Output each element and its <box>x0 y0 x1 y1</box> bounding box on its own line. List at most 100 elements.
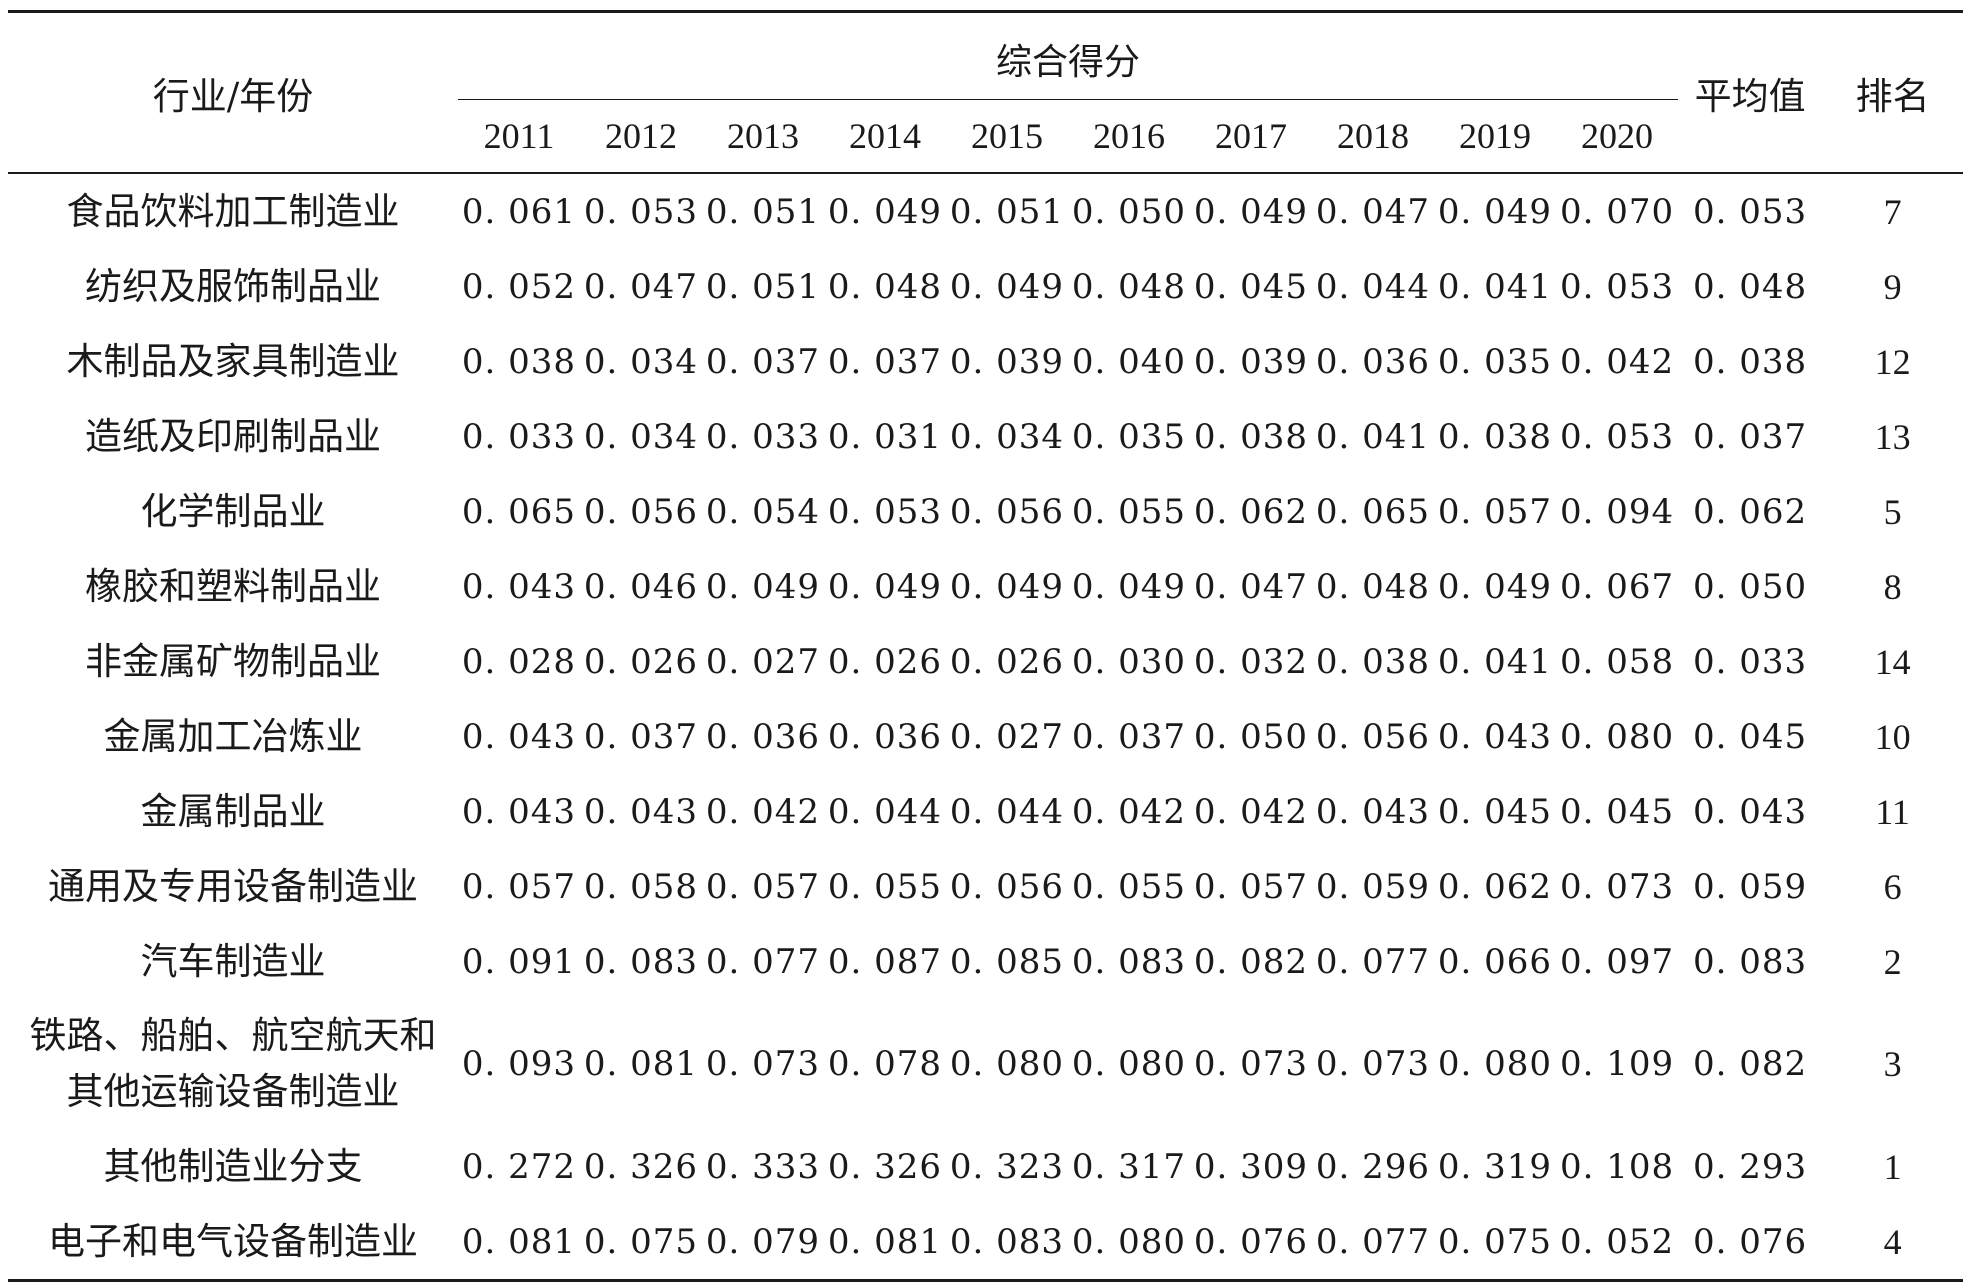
score-cell: 0. 036 <box>827 716 943 757</box>
score-cell: 0. 073 <box>1559 866 1675 907</box>
score-cell: 0. 091 <box>461 941 577 982</box>
score-cell: 0. 042 <box>1071 791 1187 832</box>
rank-cell: 8 <box>1883 566 1902 607</box>
score-cell: 0. 319 <box>1437 1146 1553 1187</box>
score-cell: 0. 036 <box>1315 341 1431 382</box>
score-cell: 0. 051 <box>705 266 821 307</box>
score-cell: 0. 057 <box>461 866 577 907</box>
table-row: 铁路、船舶、航空航天和 其他运输设备制造业 0. 093 0. 081 0. 073 0.… <box>8 999 1963 1129</box>
score-cell: 0. 083 <box>583 941 699 982</box>
score-cell: 0. 041 <box>1437 641 1553 682</box>
score-cell: 0. 057 <box>705 866 821 907</box>
score-cell: 0. 094 <box>1559 491 1675 532</box>
table-row: 电子和电气设备制造业 0. 081 0. 075 0. 079 0. 081 0. 083… <box>8 1204 1964 1281</box>
score-cell: 0. 050 <box>1071 191 1187 232</box>
score-cell: 0. 049 <box>949 566 1065 607</box>
score-table-container: 行业/年份 综合得分 平均值 排名 2011 2012 2013 2014 2015 20… <box>8 10 1964 1282</box>
score-cell: 0. 038 <box>461 341 577 382</box>
score-cell: 0. 047 <box>1193 566 1309 607</box>
average-cell: 0. 048 <box>1693 266 1808 307</box>
score-cell: 0. 049 <box>949 266 1065 307</box>
industry-name-cell: 通用及专用设备制造业 <box>48 864 418 908</box>
score-cell: 0. 080 <box>1071 1221 1187 1262</box>
industry-name-line: 铁路、船舶、航空航天和 <box>29 1014 437 1057</box>
score-cell: 0. 054 <box>705 491 821 532</box>
table-row: 化学制品业 0. 065 0. 056 0. 054 0. 053 0. 056 0. 05… <box>8 474 1963 549</box>
score-cell: 0. 056 <box>583 491 699 532</box>
score-cell: 0. 043 <box>583 791 699 832</box>
score-cell: 0. 057 <box>1193 866 1309 907</box>
score-cell: 0. 049 <box>705 566 821 607</box>
table-row: 其他制造业分支 0. 272 0. 326 0. 333 0. 326 0. 323 0. … <box>8 1129 1963 1204</box>
composite-score-table: 行业/年份 综合得分 平均值 排名 2011 2012 2013 2014 2015 20… <box>8 10 1964 1282</box>
score-cell: 0. 026 <box>949 641 1065 682</box>
score-cell: 0. 049 <box>827 191 943 232</box>
score-cell: 0. 053 <box>1559 416 1675 457</box>
average-cell: 0. 033 <box>1693 641 1808 682</box>
score-cell: 0. 056 <box>949 866 1065 907</box>
score-cell: 0. 082 <box>1193 941 1309 982</box>
table-row: 通用及专用设备制造业 0. 057 0. 058 0. 057 0. 055 0. 056… <box>8 849 1963 924</box>
score-cell: 0. 044 <box>1315 266 1431 307</box>
score-cell: 0. 051 <box>949 191 1065 232</box>
score-cell: 0. 042 <box>705 791 821 832</box>
score-cell: 0. 057 <box>1437 491 1553 532</box>
score-cell: 0. 056 <box>949 491 1065 532</box>
rank-cell: 10 <box>1874 716 1911 757</box>
score-cell: 0. 049 <box>827 566 943 607</box>
score-cell: 0. 065 <box>1315 491 1431 532</box>
rank-cell: 4 <box>1883 1221 1902 1262</box>
industry-name-cell: 木制品及家具制造业 <box>66 339 400 383</box>
score-cell: 0. 040 <box>1071 341 1187 382</box>
score-cell: 0. 077 <box>705 941 821 982</box>
score-cell: 0. 048 <box>1315 566 1431 607</box>
score-cell: 0. 026 <box>583 641 699 682</box>
score-cell: 0. 036 <box>705 716 821 757</box>
industry-name-cell: 金属加工冶炼业 <box>103 714 363 758</box>
score-cell: 0. 081 <box>461 1221 577 1262</box>
score-cell: 0. 043 <box>1315 791 1431 832</box>
average-cell: 0. 050 <box>1693 566 1808 607</box>
score-cell: 0. 037 <box>583 716 699 757</box>
score-cell: 0. 058 <box>583 866 699 907</box>
score-cell: 0. 038 <box>1437 416 1553 457</box>
score-cell: 0. 042 <box>1193 791 1309 832</box>
score-cell: 0. 050 <box>1193 716 1309 757</box>
table-row: 木制品及家具制造业 0. 038 0. 034 0. 037 0. 037 0. 039 0… <box>8 324 1963 399</box>
score-cell: 0. 032 <box>1193 641 1309 682</box>
score-cell: 0. 093 <box>461 1044 577 1084</box>
industry-name-cell: 纺织及服饰制品业 <box>85 264 381 308</box>
table-row: 食品饮料加工制造业 0. 061 0. 053 0. 051 0. 049 0. 051 0… <box>8 173 1963 249</box>
industry-name-cell: 食品饮料加工制造业 <box>66 189 400 233</box>
score-cell: 0. 049 <box>1071 566 1187 607</box>
score-cell: 0. 037 <box>827 341 943 382</box>
score-cell: 0. 033 <box>461 416 577 457</box>
score-cell: 0. 077 <box>1315 941 1431 982</box>
score-cell: 0. 045 <box>1437 791 1553 832</box>
score-cell: 0. 081 <box>827 1221 943 1262</box>
score-cell: 0. 051 <box>705 191 821 232</box>
score-cell: 0. 272 <box>461 1146 577 1187</box>
score-cell: 0. 080 <box>1071 1044 1187 1084</box>
table-row: 金属加工冶炼业 0. 043 0. 037 0. 036 0. 036 0. 027 0. … <box>8 699 1963 774</box>
year-header-cell: 2018 <box>1312 99 1434 173</box>
rank-cell: 12 <box>1874 341 1911 382</box>
rank-cell: 5 <box>1883 491 1902 532</box>
score-cell: 0. 047 <box>1315 191 1431 232</box>
table-body: 食品饮料加工制造业 0. 061 0. 053 0. 051 0. 049 0. 051 0… <box>8 173 1964 1281</box>
rank-cell: 13 <box>1874 416 1911 457</box>
score-cell: 0. 039 <box>949 341 1065 382</box>
score-cell: 0. 034 <box>583 416 699 457</box>
score-cell: 0. 049 <box>1193 191 1309 232</box>
score-cell: 0. 326 <box>827 1146 943 1187</box>
score-cell: 0. 078 <box>827 1044 943 1084</box>
score-cell: 0. 031 <box>827 416 943 457</box>
score-cell: 0. 042 <box>1559 341 1675 382</box>
score-cell: 0. 043 <box>1437 716 1553 757</box>
score-cell: 0. 073 <box>1193 1044 1309 1084</box>
average-cell: 0. 059 <box>1693 866 1808 907</box>
rank-cell: 9 <box>1883 266 1902 307</box>
score-cell: 0. 055 <box>827 866 943 907</box>
score-cell: 0. 026 <box>827 641 943 682</box>
score-cell: 0. 326 <box>583 1146 699 1187</box>
